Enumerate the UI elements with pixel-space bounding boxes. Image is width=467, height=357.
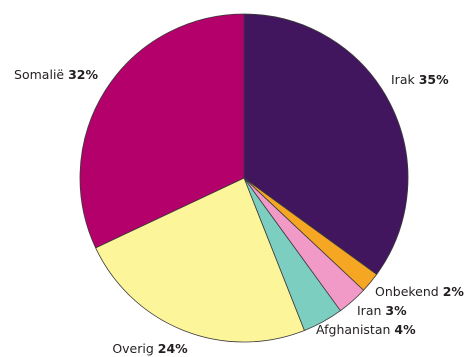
slice-overig bbox=[95, 177, 305, 343]
label-overig: Overig 24% bbox=[112, 341, 188, 356]
label-percent-iran: 3% bbox=[385, 303, 407, 318]
label-onbekend: Onbekend 2% bbox=[375, 284, 464, 299]
label-percent-afghanistan: 4% bbox=[394, 322, 416, 337]
label-percent-onbekend: 2% bbox=[443, 284, 465, 299]
slice-somali- bbox=[79, 13, 245, 249]
label-afghanistan: Afghanistan 4% bbox=[316, 322, 416, 337]
label-somali-: Somalië 32% bbox=[14, 67, 98, 82]
label-irak: Irak 35% bbox=[391, 72, 449, 87]
label-name-afghanistan: Afghanistan bbox=[316, 322, 394, 337]
label-percent-irak: 35% bbox=[419, 72, 449, 87]
label-name-irak: Irak bbox=[391, 72, 419, 87]
label-name-iran: Iran bbox=[357, 303, 385, 318]
label-name-overig: Overig bbox=[112, 341, 157, 356]
label-iran: Iran 3% bbox=[357, 303, 407, 318]
label-name-somali-: Somalië bbox=[14, 67, 68, 82]
label-name-onbekend: Onbekend bbox=[375, 284, 443, 299]
pie-slices bbox=[79, 13, 409, 343]
label-percent-somali-: 32% bbox=[68, 67, 98, 82]
slice-irak bbox=[243, 13, 409, 275]
label-percent-overig: 24% bbox=[158, 341, 188, 356]
pie-labels: Irak 35% Onbekend 2% Iran 3% Afghanistan 4%… bbox=[14, 67, 464, 356]
